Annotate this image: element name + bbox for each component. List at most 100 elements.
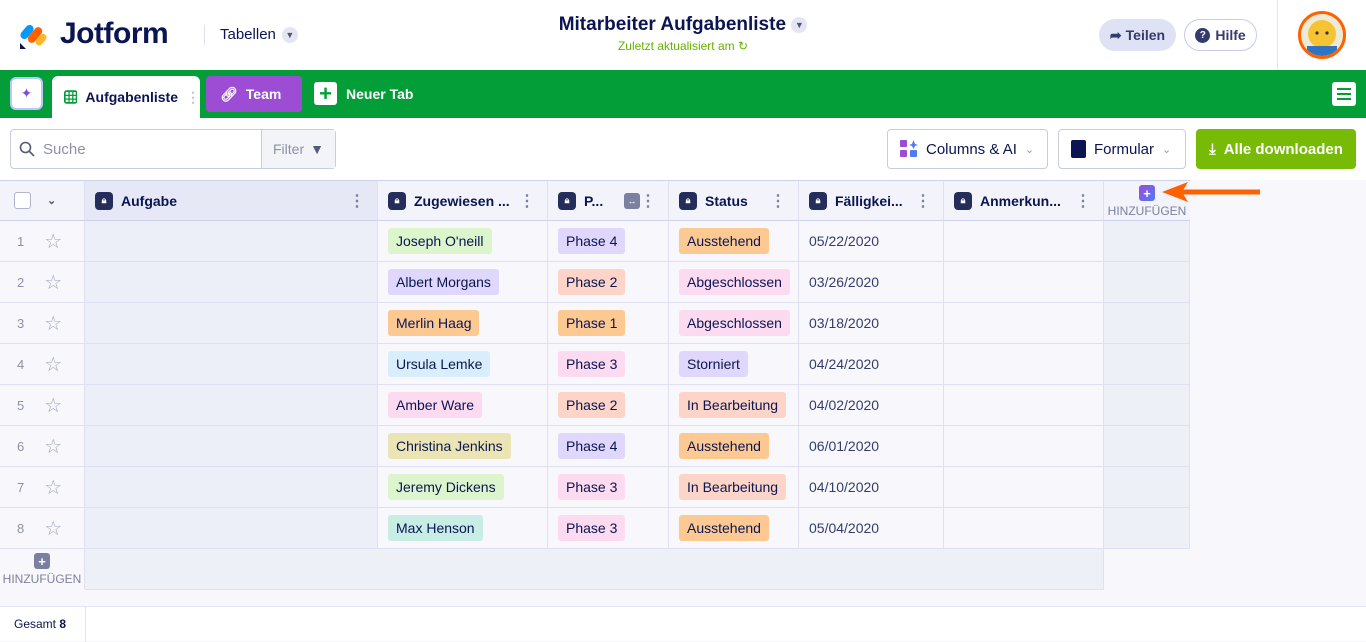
column-header[interactable]: 🔒︎ Anmerkun... ⋮: [944, 180, 1104, 221]
due-date-cell[interactable]: 06/01/2020: [799, 426, 944, 467]
phase-cell[interactable]: Phase 4: [548, 221, 669, 262]
share-icon: ➦: [1109, 26, 1122, 43]
kebab-menu-icon[interactable]: ⋮: [640, 192, 656, 210]
assignee-cell[interactable]: Max Henson: [378, 508, 548, 549]
due-date-cell[interactable]: 04/24/2020: [799, 344, 944, 385]
due-date-cell[interactable]: 03/26/2020: [799, 262, 944, 303]
form-button[interactable]: Formular ⌄: [1058, 129, 1186, 169]
search-input[interactable]: Suche Filter ▼: [10, 129, 336, 169]
status-tag: Ausstehend: [679, 515, 769, 541]
notes-cell[interactable]: [944, 303, 1104, 344]
star-icon[interactable]: ☆: [44, 435, 63, 458]
notes-cell[interactable]: [944, 508, 1104, 549]
due-date-cell[interactable]: 04/10/2020: [799, 467, 944, 508]
star-icon[interactable]: ☆: [44, 394, 63, 417]
kebab-menu-icon[interactable]: ⋮: [915, 192, 931, 210]
phase-cell[interactable]: Phase 1: [548, 303, 669, 344]
status-cell[interactable]: In Bearbeitung: [669, 467, 799, 508]
product-dropdown[interactable]: Tabellen ▼: [220, 26, 298, 43]
status-cell[interactable]: Abgeschlossen: [669, 303, 799, 344]
notes-cell[interactable]: [944, 344, 1104, 385]
share-button[interactable]: ➦ Teilen: [1099, 19, 1176, 51]
chevron-down-icon[interactable]: ⌄: [47, 195, 57, 207]
add-row-button[interactable]: + HINZUFÜGEN: [0, 549, 85, 589]
star-icon[interactable]: ☆: [44, 476, 63, 499]
status-cell[interactable]: Ausstehend: [669, 508, 799, 549]
due-date: 04/02/2020: [809, 397, 880, 413]
status-cell[interactable]: Storniert: [669, 344, 799, 385]
star-icon[interactable]: ☆: [44, 271, 63, 294]
assignee-cell[interactable]: Christina Jenkins: [378, 426, 548, 467]
phase-cell[interactable]: Phase 4: [548, 426, 669, 467]
column-header[interactable]: 🔒︎ P... ↔ ⋮: [548, 180, 669, 221]
download-all-button[interactable]: ⤓ Alle downloaden: [1196, 129, 1356, 169]
select-all-checkbox[interactable]: [14, 192, 31, 209]
notes-cell[interactable]: [944, 262, 1104, 303]
drag-handle-icon[interactable]: ⋮: [186, 88, 200, 105]
tab-aufgabenliste[interactable]: Aufgabenliste ⋮: [52, 76, 200, 118]
download-icon: ⤓: [1209, 140, 1216, 158]
chevron-down-icon[interactable]: ▼: [791, 16, 808, 33]
phase-cell[interactable]: Phase 2: [548, 262, 669, 303]
notes-cell[interactable]: [944, 426, 1104, 467]
assignee-cell[interactable]: Ursula Lemke: [378, 344, 548, 385]
assignee-cell[interactable]: Joseph O'neill: [378, 221, 548, 262]
column-header[interactable]: 🔒︎ Status ⋮: [669, 180, 799, 221]
task-cell[interactable]: [85, 262, 378, 303]
star-icon[interactable]: ☆: [44, 312, 63, 335]
assignee-cell[interactable]: Jeremy Dickens: [378, 467, 548, 508]
tab-label: Team: [245, 86, 282, 102]
avatar[interactable]: [1298, 11, 1346, 59]
kebab-menu-icon[interactable]: ⋮: [519, 192, 535, 210]
task-cell[interactable]: [85, 344, 378, 385]
help-icon: ?: [1195, 27, 1211, 43]
task-cell[interactable]: [85, 385, 378, 426]
tab-team[interactable]: 🔗︎ Team: [206, 76, 302, 112]
column-header[interactable]: 🔒︎ Zugewiesen ... ⋮: [378, 180, 548, 221]
star-icon[interactable]: ☆: [44, 353, 63, 376]
menu-button[interactable]: [1332, 82, 1356, 106]
phase-cell[interactable]: Phase 3: [548, 508, 669, 549]
due-date-cell[interactable]: 04/02/2020: [799, 385, 944, 426]
notes-cell[interactable]: [944, 467, 1104, 508]
due-date-cell[interactable]: 05/04/2020: [799, 508, 944, 549]
star-icon[interactable]: ☆: [44, 230, 63, 253]
status-cell[interactable]: In Bearbeitung: [669, 385, 799, 426]
kebab-menu-icon[interactable]: ⋮: [1075, 192, 1091, 210]
page-title[interactable]: Mitarbeiter Aufgabenliste ▼: [0, 14, 1366, 36]
status-cell[interactable]: Ausstehend: [669, 221, 799, 262]
assignee-cell[interactable]: Albert Morgans: [378, 262, 548, 303]
task-cell[interactable]: [85, 467, 378, 508]
help-button[interactable]: ? Hilfe: [1184, 19, 1257, 51]
column-header[interactable]: 🔒︎ Fälligkei... ⋮: [799, 180, 944, 221]
columns-ai-button[interactable]: Columns & AI ⌄: [887, 129, 1048, 169]
filter-button[interactable]: Filter ▼: [261, 130, 335, 168]
phase-cell[interactable]: Phase 3: [548, 344, 669, 385]
assignee-tag: Max Henson: [388, 515, 483, 541]
phase-cell[interactable]: Phase 2: [548, 385, 669, 426]
due-date-cell[interactable]: 05/22/2020: [799, 221, 944, 262]
ai-button[interactable]: ✦: [10, 77, 43, 110]
new-tab-button[interactable]: + Neuer Tab: [314, 82, 413, 105]
column-header[interactable]: 🔒︎ Aufgabe ⋮: [85, 180, 378, 221]
add-row-area[interactable]: [85, 549, 1104, 590]
notes-cell[interactable]: [944, 221, 1104, 262]
task-cell[interactable]: [85, 508, 378, 549]
kebab-menu-icon[interactable]: ⋮: [349, 192, 365, 210]
chevron-down-icon: ▼: [281, 26, 298, 43]
status-cell[interactable]: Ausstehend: [669, 426, 799, 467]
task-cell[interactable]: [85, 303, 378, 344]
status-tag: Abgeschlossen: [679, 269, 790, 295]
assignee-cell[interactable]: Merlin Haag: [378, 303, 548, 344]
due-date-cell[interactable]: 03/18/2020: [799, 303, 944, 344]
task-cell[interactable]: [85, 221, 378, 262]
phase-cell[interactable]: Phase 3: [548, 467, 669, 508]
notes-cell[interactable]: [944, 385, 1104, 426]
task-cell[interactable]: [85, 426, 378, 467]
assignee-cell[interactable]: Amber Ware: [378, 385, 548, 426]
kebab-menu-icon[interactable]: ⋮: [770, 192, 786, 210]
jotform-logo[interactable]: Jotform: [20, 17, 169, 51]
star-icon[interactable]: ☆: [44, 517, 63, 540]
status-cell[interactable]: Abgeschlossen: [669, 262, 799, 303]
resize-icon[interactable]: ↔: [624, 192, 640, 209]
